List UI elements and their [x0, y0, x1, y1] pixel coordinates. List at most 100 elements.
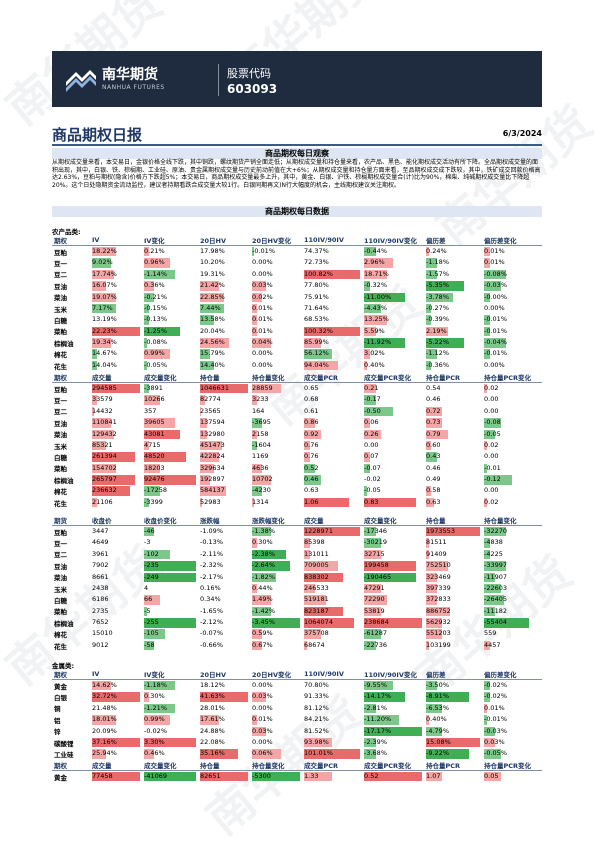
column-header: 偏历差	[424, 669, 482, 680]
positive-bar	[92, 418, 112, 428]
row-label: 棉花	[54, 631, 67, 640]
table-cell: 75.91%	[302, 292, 362, 303]
cell-value: 1314	[252, 497, 269, 506]
positive-bar	[200, 771, 248, 782]
table-cell: -11.92%	[362, 337, 424, 348]
table-cell: -9.22%	[424, 748, 482, 759]
cell-value: -3695	[252, 418, 271, 427]
row-label: 棉花	[54, 488, 67, 497]
table-cell: 0.54	[424, 383, 482, 395]
column-header: 收盘价变化	[142, 515, 198, 526]
negative-bar	[144, 572, 196, 582]
cell-value: -3399	[144, 497, 163, 506]
cell-value: 0.58	[426, 486, 441, 495]
negative-bar	[484, 583, 501, 594]
positive-bar	[92, 680, 112, 691]
cell-value: 15010	[92, 629, 113, 638]
column-header: 期权	[52, 235, 90, 246]
cell-value: 110841	[92, 418, 117, 427]
negative-bar	[252, 771, 300, 782]
positive-bar	[144, 463, 160, 474]
cell-value: -0.01%	[252, 246, 275, 255]
cell-value: 0.46	[304, 475, 319, 484]
negative-bar	[484, 680, 490, 691]
cell-value: -2.81%	[364, 703, 387, 712]
positive-bar	[144, 475, 196, 485]
table-cell: 91.33%	[302, 691, 362, 702]
cell-value: 0.61	[304, 406, 319, 415]
cell-value: -17.17%	[364, 726, 392, 735]
table-cell: 0.44%	[250, 583, 302, 594]
cell-value: 37.16%	[92, 737, 117, 746]
table-cell: -2.39%	[362, 737, 424, 748]
table-cell: 0.67%	[250, 640, 302, 651]
table-cell: -4230	[250, 486, 302, 497]
cell-value: -0.13%	[144, 315, 167, 324]
cell-value: 0.40%	[364, 360, 385, 369]
cell-value: -14.17%	[364, 692, 392, 701]
table-cell: 19.07%	[90, 292, 142, 303]
negative-bar	[484, 526, 507, 537]
negative-bar	[364, 526, 376, 537]
column-header: 110IV/90IV	[302, 235, 362, 246]
cell-value: 0.67%	[252, 640, 273, 649]
positive-bar	[92, 326, 140, 337]
table-cell: 236632	[90, 486, 142, 497]
column-header: 110IV/90IV变化	[362, 669, 424, 680]
positive-bar	[92, 395, 97, 405]
table-cell: -2.38%	[250, 549, 302, 560]
negative-bar	[426, 680, 437, 691]
cell-value: 4636	[252, 463, 269, 472]
cell-value: -5.35%	[426, 281, 449, 290]
positive-bar	[92, 715, 116, 725]
cell-value: -2.12%	[200, 618, 223, 627]
table-cell: -2.32%	[198, 560, 250, 571]
positive-bar	[364, 618, 422, 628]
table-cell: 4457	[482, 640, 542, 651]
cell-value: -26405	[484, 595, 508, 604]
column-header: 持仓量PCR	[424, 372, 482, 383]
table-cell: -9.55%	[362, 680, 424, 692]
table-cell: 0.76	[302, 451, 362, 462]
table-row: 菜油 8661 -249 -2.17% -1.82% 838302 -190465 32346…	[52, 572, 542, 583]
row-label: 菜粕	[54, 328, 67, 337]
positive-bar	[364, 429, 382, 439]
negative-bar	[144, 549, 170, 560]
table-cell: -14.17%	[362, 691, 424, 702]
table-cell: -235	[142, 560, 198, 571]
negative-bar	[426, 269, 437, 280]
negative-bar	[252, 526, 272, 537]
cell-value: -3.45%	[252, 618, 275, 627]
table-cell: -4225	[482, 549, 542, 560]
table-cell: 0.16%	[198, 583, 250, 594]
table-cell: -2.81%	[362, 703, 424, 714]
negative-bar	[484, 418, 501, 428]
table-cell: 14.62%	[90, 680, 142, 692]
table-row: 豆一 9.02% 0.96% 10.20% 0.00% 72.73% 2.96% -1.18%…	[52, 257, 542, 268]
negative-bar	[426, 726, 443, 736]
table-cell: 0.00	[362, 440, 424, 451]
negative-bar	[484, 326, 490, 337]
table-cell: 13.19%	[90, 314, 142, 325]
table-cell: 52983	[198, 497, 250, 508]
table-cell: -3.45%	[250, 617, 302, 628]
negative-bar	[426, 258, 437, 268]
cell-value: -1.25%	[144, 326, 167, 335]
table-row: 白银 32.72% 0.30% 41.63% 0.03% 91.33% -14.17% -8.…	[52, 691, 542, 702]
positive-bar	[426, 497, 435, 508]
positive-bar	[252, 749, 281, 759]
table-cell: -11182	[482, 606, 542, 617]
cell-value: 8661	[92, 572, 109, 581]
cell-value: -2.17%	[200, 572, 223, 581]
cell-value: -0.05	[484, 429, 501, 438]
table-cell: 100.82%	[302, 269, 362, 280]
table-cell: -3891	[142, 383, 198, 395]
cell-value: -0.13%	[200, 538, 223, 547]
positive-bar	[484, 383, 487, 394]
cell-value: 265797	[92, 475, 117, 484]
cell-value: 24.88%	[200, 726, 225, 735]
negative-bar	[364, 395, 376, 405]
table-cell: 18.22%	[90, 246, 142, 258]
positive-bar	[92, 246, 116, 257]
table-cell: 357	[142, 406, 198, 417]
